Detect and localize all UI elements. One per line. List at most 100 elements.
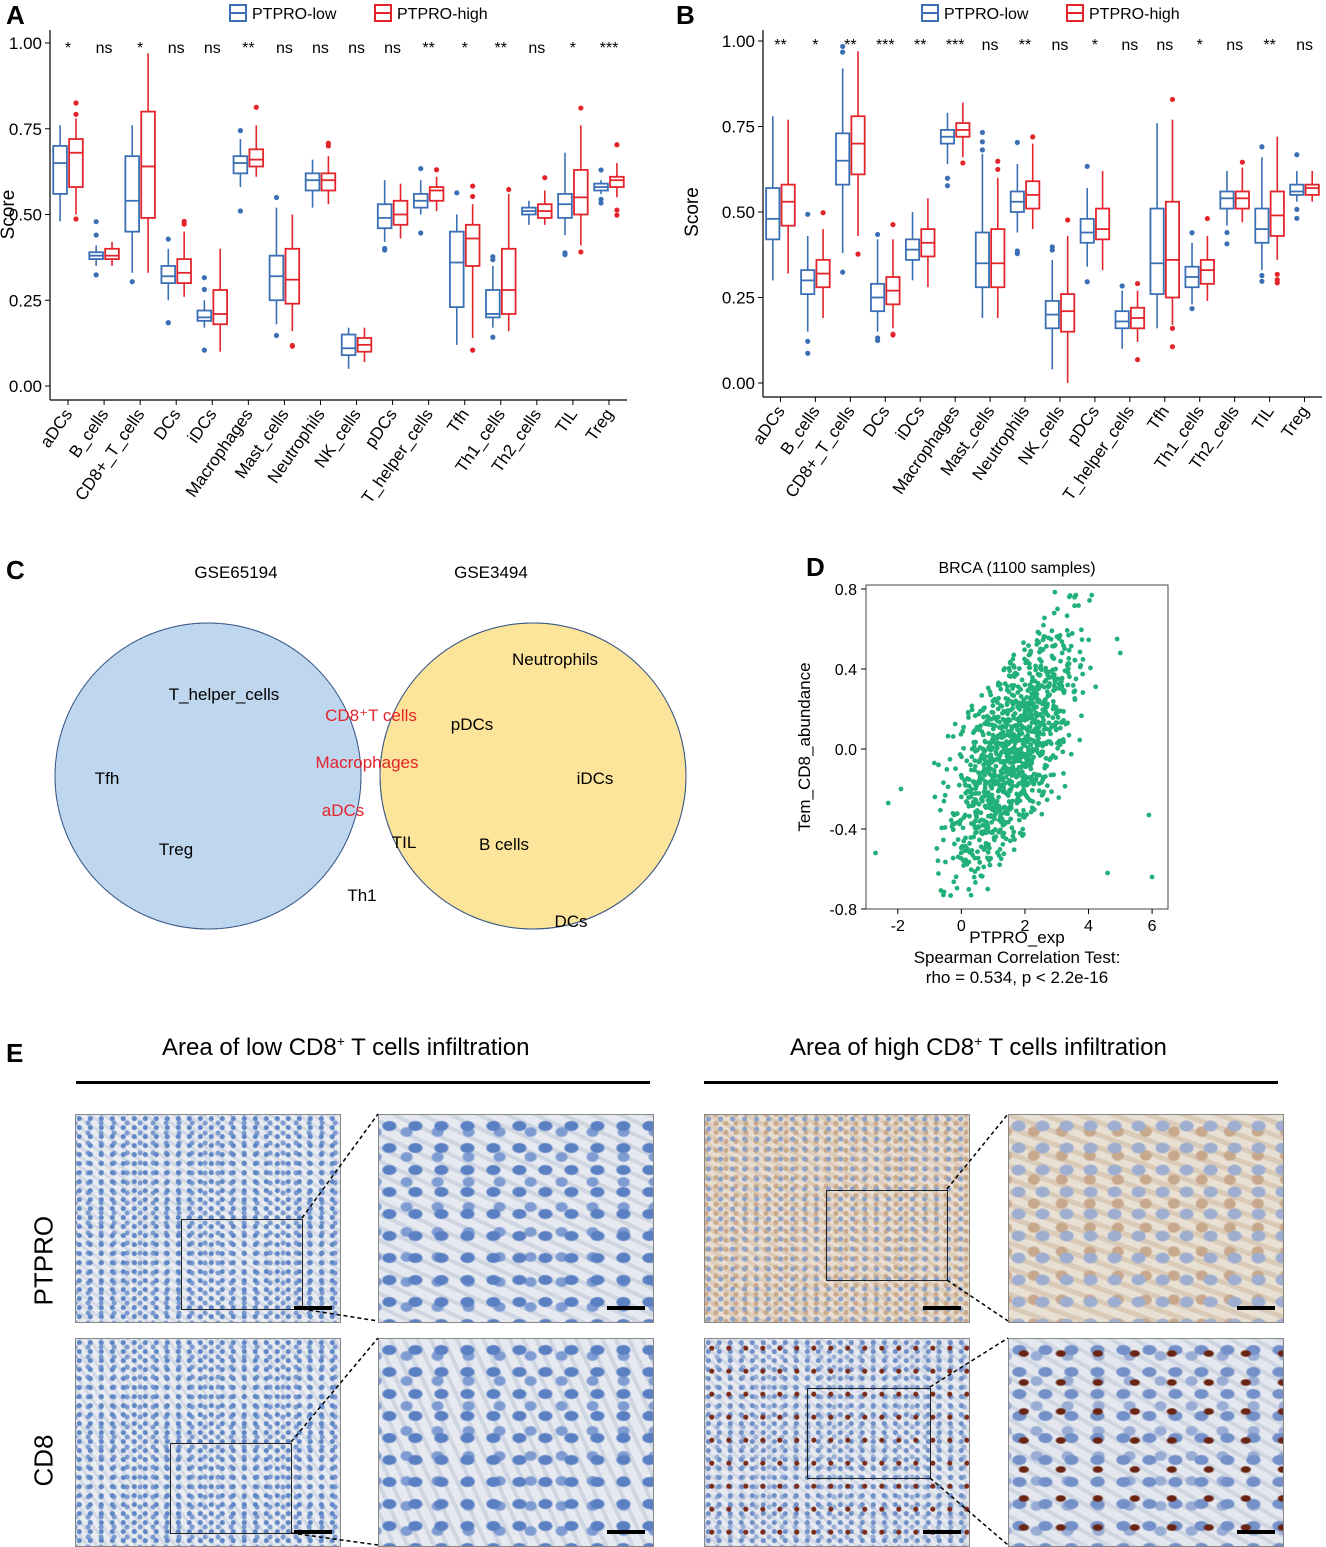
scatter-point	[1024, 714, 1030, 720]
scatter-point	[1016, 770, 1022, 776]
scatter-point	[975, 855, 981, 861]
outlier-point	[1189, 230, 1195, 236]
scatter-point	[1061, 709, 1066, 714]
scatter-point	[1002, 819, 1008, 825]
scatter-point	[1000, 710, 1005, 716]
outlier-point	[93, 232, 99, 238]
outlier-point	[1169, 344, 1176, 350]
scatter-point	[979, 753, 985, 759]
divider-line	[704, 1081, 1278, 1084]
scatter-point	[1026, 759, 1032, 764]
box-rect	[800, 269, 816, 295]
scatter-point	[1057, 632, 1063, 638]
scatter-point	[998, 819, 1004, 825]
scatter-point	[998, 856, 1004, 862]
scatter-point	[952, 841, 957, 847]
significance-label: *	[570, 40, 576, 57]
significance-label: **	[422, 40, 434, 57]
scatter-point	[998, 703, 1004, 708]
scatter-point	[993, 801, 999, 807]
y-tick-label: 0.8	[835, 582, 857, 599]
scatter-point	[1051, 703, 1057, 709]
outlier-point	[1189, 306, 1195, 312]
scatter-point	[1009, 736, 1015, 742]
scatter-point	[992, 696, 998, 702]
scatter-point	[966, 777, 972, 782]
scatter-point	[965, 847, 971, 853]
ihc-image-ptpro-low	[75, 1114, 341, 1323]
outlier-point	[995, 158, 1001, 164]
scatter-point	[1000, 841, 1006, 847]
box-rect	[320, 172, 337, 192]
scatter-point	[1086, 637, 1092, 643]
venn-left-title: GSE65194	[194, 563, 277, 582]
scatter-point	[958, 794, 964, 800]
scatter-point	[975, 866, 981, 871]
scatter-point	[1146, 812, 1152, 818]
box-rect	[104, 247, 120, 260]
significance-label: **	[914, 37, 926, 54]
outlier-point	[874, 231, 881, 238]
scatter-point	[976, 711, 982, 717]
scatter-point	[1042, 679, 1048, 685]
scatter-point	[977, 860, 983, 865]
scatter-point	[1025, 688, 1031, 693]
significance-label: ns	[1052, 37, 1069, 54]
scatter-point	[981, 706, 986, 712]
scatter-point	[1019, 677, 1025, 683]
scatter-point	[1044, 783, 1050, 789]
scatter-point	[1018, 746, 1024, 752]
legend-label-high: PTPRO-high	[397, 6, 488, 23]
box-rect	[212, 289, 228, 326]
scatter-point	[937, 807, 943, 813]
scatter-point	[1012, 837, 1017, 842]
significance-label: ns	[528, 40, 545, 57]
scatter-point	[1049, 741, 1054, 747]
significance-label: **	[1263, 37, 1275, 54]
scatter-point	[941, 780, 946, 786]
venn-right-title: GSE3494	[454, 563, 528, 582]
stat-result-label: rho = 0.534, p < 2.2e-16	[926, 968, 1108, 987]
scatter-point	[968, 892, 974, 898]
outlier-point	[490, 334, 496, 340]
outlier-point	[1134, 357, 1141, 363]
box-rect	[268, 254, 285, 302]
scatter-point	[1051, 672, 1057, 678]
scatter-point	[1013, 808, 1019, 814]
scatter-point	[1017, 706, 1022, 712]
scatter-point	[998, 768, 1004, 774]
scatter-point	[1053, 711, 1059, 717]
scatter-point	[1043, 643, 1049, 649]
venn-label: pDCs	[451, 715, 494, 734]
outlier-point	[1224, 229, 1230, 236]
outlier-point	[506, 186, 512, 193]
scatter-point	[1068, 643, 1074, 649]
ihc-title-low: Area of low CD8+ T cells infiltration	[162, 1033, 530, 1061]
scatter-point	[1036, 788, 1042, 794]
scatter-point	[1038, 720, 1044, 726]
scatter-point	[986, 731, 992, 736]
significance-label: ***	[946, 37, 965, 54]
scatter-point	[999, 749, 1004, 755]
outlier-point	[1134, 280, 1141, 287]
scatter-point	[961, 858, 967, 864]
stat-test-label: Spearman Correlation Test:	[914, 948, 1121, 967]
scatter-point	[985, 685, 991, 691]
scatter-point	[983, 805, 989, 810]
box-rect	[392, 199, 409, 226]
scatter-point	[1019, 731, 1025, 736]
scatter-point	[998, 725, 1003, 731]
scatter-point	[1055, 745, 1061, 751]
box-rect	[1289, 183, 1305, 196]
scatter-point	[1045, 672, 1051, 678]
scatter-point	[873, 850, 878, 856]
scatter-point	[1004, 702, 1010, 708]
outlier-point	[201, 286, 207, 293]
scatter-point	[1018, 686, 1024, 692]
scatter-point	[1016, 764, 1022, 770]
x-axis-label: PTPRO_exp	[969, 928, 1064, 947]
scatter-point	[1016, 728, 1022, 733]
scatter-point	[1023, 764, 1029, 770]
significance-label: ns	[982, 37, 999, 54]
